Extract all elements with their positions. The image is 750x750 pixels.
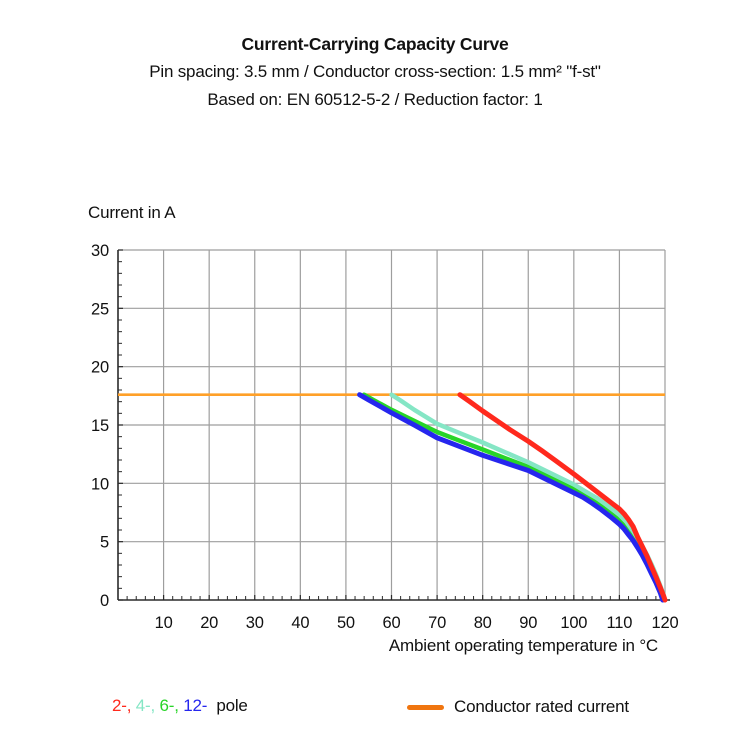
y-tick-label-15: 15	[91, 417, 109, 435]
x-tick-label-70: 70	[428, 614, 446, 632]
y-axis-title: Current in A	[88, 203, 176, 222]
x-tick-label-120: 120	[652, 614, 679, 632]
legend-pole-item: 12-	[183, 696, 212, 715]
y-tick-label-30: 30	[91, 242, 109, 260]
chart-subtitle-spec: Pin spacing: 3.5 mm / Conductor cross-se…	[149, 62, 601, 81]
x-tick-label-10: 10	[155, 614, 173, 632]
rated-current-legend-label: Conductor rated current	[454, 697, 629, 716]
legend-pole-item: 2-,	[112, 696, 136, 715]
y-tick-label-25: 25	[91, 300, 109, 318]
pole-legend: 2-, 4-, 6-, 12- pole	[112, 696, 248, 716]
x-tick-label-40: 40	[291, 614, 309, 632]
legend-pole-item: 4-,	[135, 696, 160, 715]
x-tick-label-110: 110	[607, 614, 633, 632]
rated-current-line-swatch	[407, 704, 444, 710]
y-tick-label-5: 5	[100, 534, 109, 552]
y-tick-label-10: 10	[91, 475, 109, 493]
chart-title: Current-Carrying Capacity Curve	[241, 34, 509, 54]
x-tick-label-80: 80	[474, 614, 492, 632]
series-2-pole-curve	[457, 392, 668, 603]
x-tick-label-20: 20	[200, 614, 218, 632]
y-tick-label-0: 0	[100, 592, 109, 610]
x-axis-title: Ambient operating temperature in °C	[388, 636, 658, 655]
legend-pole-suffix: pole	[211, 696, 248, 715]
y-tick-label-20: 20	[91, 359, 109, 377]
legend-pole-item: 6-,	[159, 696, 184, 715]
rated-current-legend: Conductor rated current	[407, 696, 629, 718]
chart-subtitle-standard: Based on: EN 60512-5-2 / Reduction facto…	[207, 90, 543, 109]
chart-header: Current-Carrying Capacity Curve Pin spac…	[0, 30, 750, 114]
x-tick-label-90: 90	[519, 614, 537, 632]
series-12-pole-curve	[357, 392, 666, 603]
x-tick-label-100: 100	[560, 614, 587, 632]
x-tick-label-30: 30	[246, 614, 264, 632]
x-tick-label-50: 50	[337, 614, 355, 632]
x-tick-label-60: 60	[383, 614, 401, 632]
